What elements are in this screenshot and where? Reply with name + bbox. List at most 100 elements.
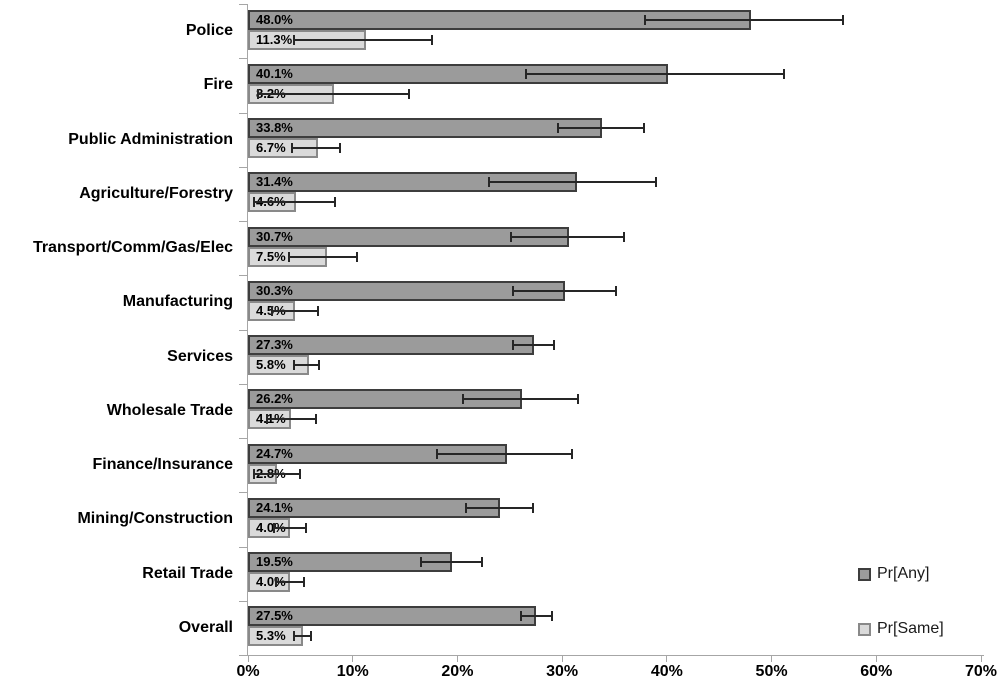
bar-value-label: 30.3% [256, 282, 293, 298]
error-bar-cap-right [339, 143, 342, 153]
bar-value-label: 5.3% [256, 628, 286, 644]
error-bar-line [293, 38, 434, 41]
plot-area: 48.0% 11.3% 40.1% 8.2% 33.8% 6.7% 31.4% 4.6% 30.… [239, 4, 981, 656]
y-axis-tick [239, 275, 247, 277]
error-bar-cap-left [511, 285, 514, 296]
error-bar-cap-right [783, 68, 786, 79]
error-bar [287, 251, 358, 262]
error-bar-line [271, 309, 320, 312]
error-bar [511, 340, 555, 350]
error-bar [293, 34, 434, 45]
error-bar-line [556, 127, 645, 129]
error-bar [293, 631, 312, 642]
bar-value-label: 30.7% [256, 228, 293, 244]
x-tick-label: 20% [441, 663, 474, 680]
error-bar-cap-left [287, 251, 290, 262]
x-axis-tick [980, 655, 982, 662]
error-bar-line [520, 615, 553, 618]
error-bar-cap-right [302, 577, 305, 587]
error-bar [273, 522, 307, 533]
error-bar-cap-left [643, 14, 646, 25]
error-bar-cap-right [614, 285, 617, 296]
y-axis-tick [239, 438, 247, 439]
error-bar-cap-right [531, 502, 534, 513]
x-tick-label: 60% [860, 663, 893, 680]
error-bar [436, 448, 573, 459]
error-bar-cap-left [290, 143, 293, 153]
error-bar-cap-left [525, 68, 528, 79]
y-axis-tick [239, 221, 247, 222]
x-axis-tick [352, 655, 354, 662]
x-tick-label: 40% [650, 663, 683, 680]
error-bar [461, 394, 579, 405]
error-bar [253, 468, 302, 479]
error-bar-line [525, 72, 786, 75]
error-bar-line [511, 344, 555, 346]
error-bar-cap-right [318, 360, 321, 370]
x-axis-tick [561, 655, 563, 662]
bar-value-label: 24.1% [256, 499, 293, 515]
bar-value-label: 5.8% [256, 357, 286, 372]
x-axis-line [240, 655, 984, 656]
error-bar-line [253, 201, 336, 204]
category-label: Services [167, 347, 233, 365]
error-bar-line [509, 235, 625, 238]
error-bar-cap-left [520, 611, 523, 622]
error-bar [290, 143, 342, 153]
y-axis-tick [239, 58, 247, 60]
error-bar-line [287, 255, 358, 258]
error-bar-line [293, 364, 321, 366]
x-tick-label: 70% [964, 663, 998, 680]
x-axis-tick [771, 655, 773, 662]
error-bar-line [436, 452, 573, 455]
error-bar-cap-right [309, 631, 312, 642]
error-bar-cap-left [436, 448, 439, 459]
y-axis-tick [239, 492, 247, 494]
bar-value-label: 4.0% [256, 574, 286, 589]
error-bar-cap-right [841, 14, 844, 25]
error-bar-line [419, 561, 483, 563]
category-label: Wholesale Trade [106, 401, 233, 419]
x-axis-tick [456, 655, 458, 662]
bar-value-label: 19.5% [256, 554, 293, 569]
error-bar-line [265, 418, 318, 421]
error-bar-cap-left [464, 502, 467, 513]
error-bar-line [293, 635, 312, 638]
error-bar [257, 88, 411, 99]
error-bar [520, 611, 553, 622]
error-bar [265, 414, 318, 425]
error-bar-cap-left [275, 577, 278, 587]
bar-pr-any [248, 118, 602, 138]
bar-value-label: 6.7% [256, 140, 286, 155]
y-axis-tick [239, 166, 247, 168]
error-bar [275, 577, 305, 587]
x-axis-tick [247, 655, 249, 662]
error-bar-cap-right [550, 611, 553, 622]
category-label: Fire [203, 76, 233, 94]
y-axis-tick [239, 112, 247, 114]
x-tick-label: 50% [755, 663, 788, 680]
error-bar-cap-left [253, 197, 256, 208]
error-bar-cap-left [293, 631, 296, 642]
y-axis-tick [239, 329, 247, 331]
y-axis-line [247, 4, 248, 655]
error-bar-cap-right [552, 340, 555, 350]
error-bar-cap-right [576, 394, 579, 405]
error-bar-cap-right [315, 414, 318, 425]
x-tick-label: 30% [546, 663, 579, 680]
error-bar [271, 305, 320, 316]
category-label: Retail Trade [142, 564, 233, 582]
bar-value-label: 4.0% [256, 519, 286, 535]
bar-value-label: 33.8% [256, 120, 293, 135]
category-label: Transport/Comm/Gas/Elec [32, 239, 233, 257]
error-bar [511, 285, 617, 296]
error-bar-line [487, 181, 658, 184]
bar-value-label: 27.5% [256, 608, 293, 624]
bar-value-label: 40.1% [256, 65, 293, 81]
y-axis-tick [239, 600, 247, 602]
error-bar-cap-right [622, 231, 625, 242]
error-bar-cap-left [293, 360, 296, 370]
error-bar-cap-right [570, 448, 573, 459]
x-axis-tick [875, 655, 877, 662]
error-bar-cap-right [431, 34, 434, 45]
